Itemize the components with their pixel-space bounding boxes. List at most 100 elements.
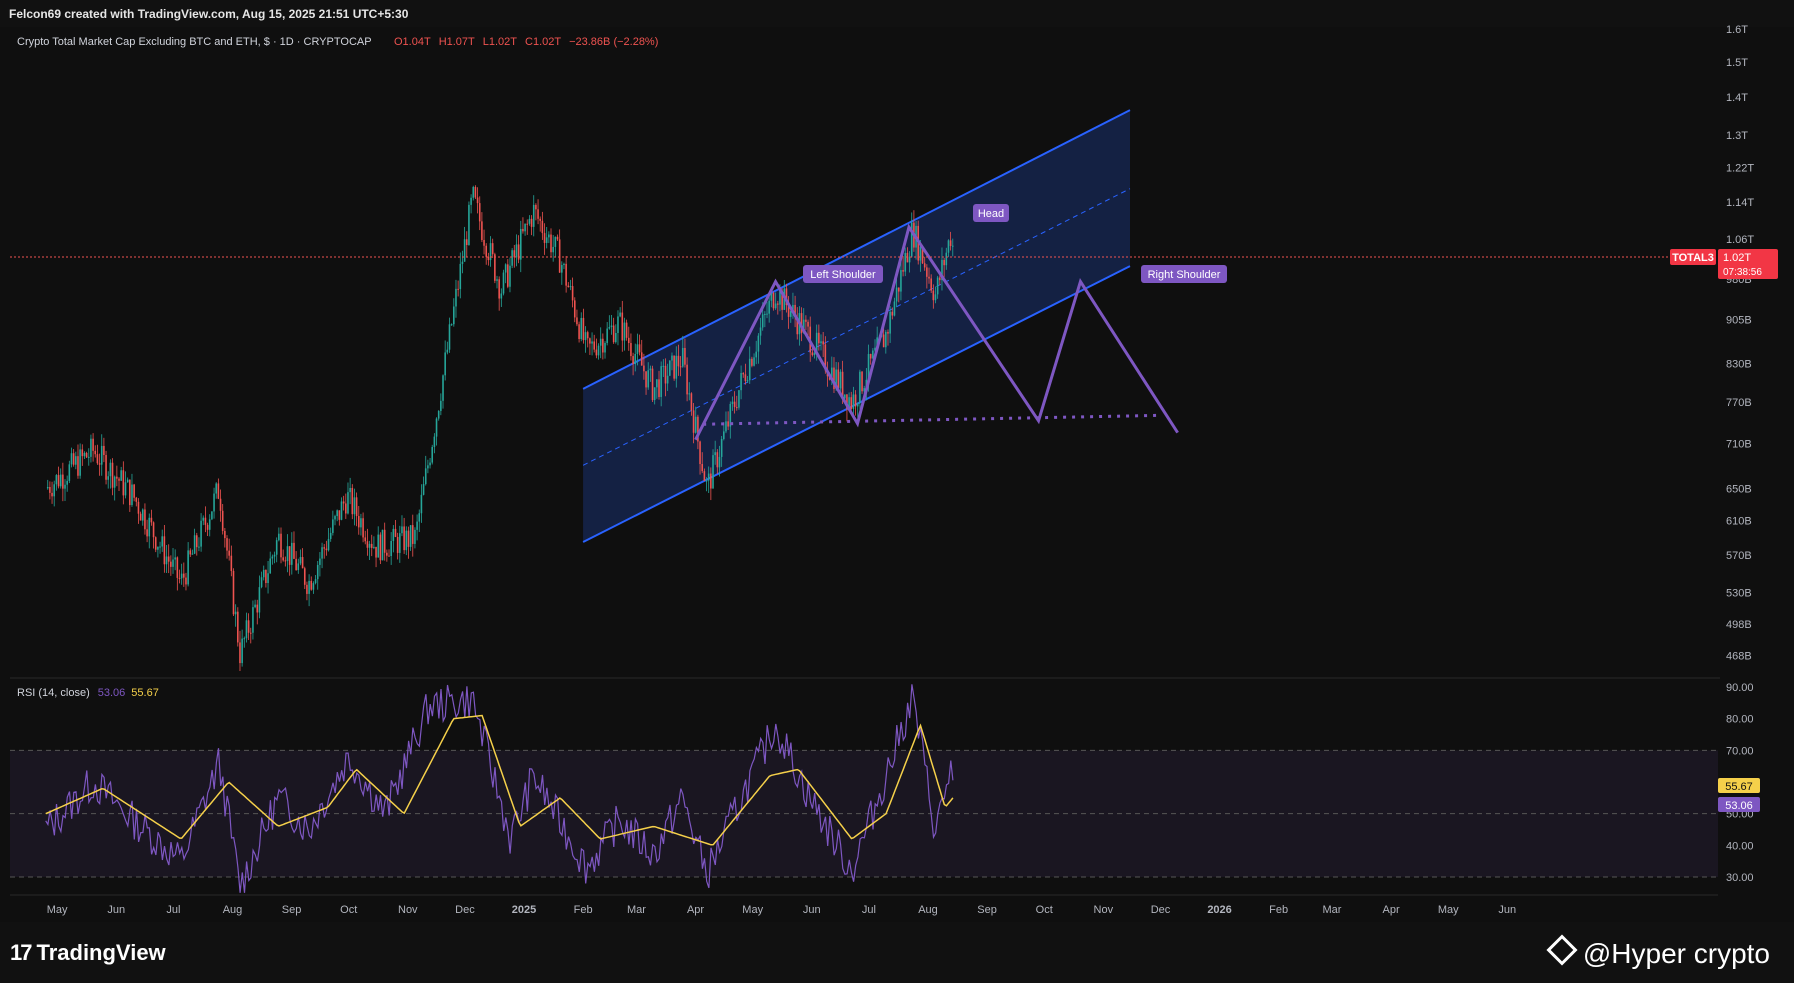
candle-body [651, 368, 654, 401]
price-tick-label: 1.3T [1726, 130, 1748, 142]
candle-body [656, 379, 658, 388]
candle-body [418, 513, 421, 522]
candle-body [154, 537, 157, 550]
candle-body [221, 510, 224, 531]
candle-body [403, 526, 405, 551]
candle-body [459, 263, 462, 290]
channel-mid-line [582, 188, 1131, 466]
candle-body [748, 358, 751, 381]
candle-body [552, 246, 554, 253]
candle-body [141, 509, 144, 521]
candle-body [666, 375, 669, 384]
time-axis[interactable]: May Jun Jul Aug Sep Oct Nov Dec 2025 Feb Mar Apr May… [10, 894, 1718, 916]
candle-body [273, 554, 276, 557]
time-tick-label: Jun [107, 904, 125, 916]
price-tick-label: 468B [1726, 651, 1752, 663]
candle-body [900, 270, 902, 292]
candle-body [163, 536, 166, 565]
candle-body [740, 373, 742, 391]
chart-canvas[interactable]: 1.6T1.5T1.4T1.3T1.22T1.14T1.06T980B905B8… [0, 0, 1794, 922]
candle-body [712, 455, 714, 489]
right-shoulder-label[interactable]: Right Shoulder [1148, 269, 1221, 281]
candle-body [383, 529, 386, 553]
rsi-pane [10, 684, 1718, 893]
candle-body [951, 245, 954, 247]
price-tick-label: 498B [1726, 619, 1752, 631]
right-shoulder-label-bg [1141, 265, 1227, 283]
price-tick-label: 830B [1726, 359, 1752, 371]
candle-body [424, 468, 427, 485]
price-tick-label: 1.6T [1726, 24, 1748, 36]
time-tick-label: Aug [223, 904, 243, 916]
candle-body [211, 511, 213, 520]
tradingview-logo[interactable]: 17 TradingView [10, 940, 166, 966]
candle-body [126, 479, 129, 483]
candle-body [744, 374, 747, 382]
candle-body [286, 546, 289, 561]
candle-body [96, 454, 99, 464]
candle-body [595, 349, 598, 356]
candle-body [643, 365, 645, 372]
candlestick-series [46, 185, 954, 672]
time-tick-label: May [742, 904, 763, 916]
candle-body [541, 220, 544, 234]
candle-body [392, 528, 395, 541]
candle-body [291, 542, 293, 565]
candle-body [256, 604, 259, 613]
candle-body [122, 470, 125, 496]
candle-body [511, 250, 513, 266]
candle-body [411, 525, 414, 544]
time-tick-label: Apr [687, 904, 704, 916]
candle-body [275, 540, 278, 555]
candle-body [543, 233, 546, 243]
left-shoulder-label[interactable]: Left Shoulder [810, 269, 876, 281]
head-label[interactable]: Head [978, 208, 1004, 220]
candle-body [831, 367, 833, 380]
candle-body [833, 367, 835, 390]
legend-high: H1.07T [439, 36, 475, 48]
candle-body [355, 497, 358, 517]
candle-body [77, 456, 79, 476]
candle-body [759, 327, 762, 336]
candle-body [120, 470, 122, 481]
candle-body [517, 244, 520, 260]
time-tick-label: Sep [282, 904, 302, 916]
candle-body [837, 369, 840, 389]
candle-body [811, 352, 814, 356]
legend-change: −23.86B (−2.28%) [569, 36, 658, 48]
candle-body [306, 584, 308, 594]
candle-body [815, 332, 818, 353]
candle-body [498, 279, 500, 299]
candle-body [483, 239, 485, 246]
candle-body [550, 234, 552, 253]
candle-body [444, 352, 446, 376]
candle-body [893, 301, 896, 316]
time-tick-label: May [47, 904, 68, 916]
candle-body [83, 452, 86, 457]
candle-body [705, 480, 708, 482]
candle-body [161, 536, 164, 547]
candle-body [366, 541, 369, 548]
candle-body [489, 243, 492, 261]
legend-open: O1.04T [394, 36, 431, 48]
candle-body [606, 328, 608, 343]
time-tick-label: Nov [1094, 904, 1114, 916]
candle-body [524, 223, 526, 232]
candle-body [807, 321, 809, 327]
tradingview-mark-icon: 17 [10, 940, 33, 965]
price-tick-label: 570B [1726, 550, 1752, 562]
candle-body [427, 465, 429, 469]
candle-body [293, 542, 295, 559]
candle-body [265, 569, 267, 584]
candle-body [364, 537, 367, 542]
candle-body [537, 209, 539, 219]
candle-body [671, 355, 673, 361]
candle-body [90, 438, 92, 457]
candle-body [779, 290, 781, 305]
rsi-tick-label: 70.00 [1726, 745, 1754, 757]
candle-body [118, 478, 120, 481]
candle-body [310, 580, 313, 590]
head-and-shoulders-drawing[interactable] [694, 223, 1179, 441]
price-axis[interactable]: 1.6T1.5T1.4T1.3T1.22T1.14T1.06T980B905B8… [1726, 24, 1754, 663]
candle-body [731, 401, 734, 404]
